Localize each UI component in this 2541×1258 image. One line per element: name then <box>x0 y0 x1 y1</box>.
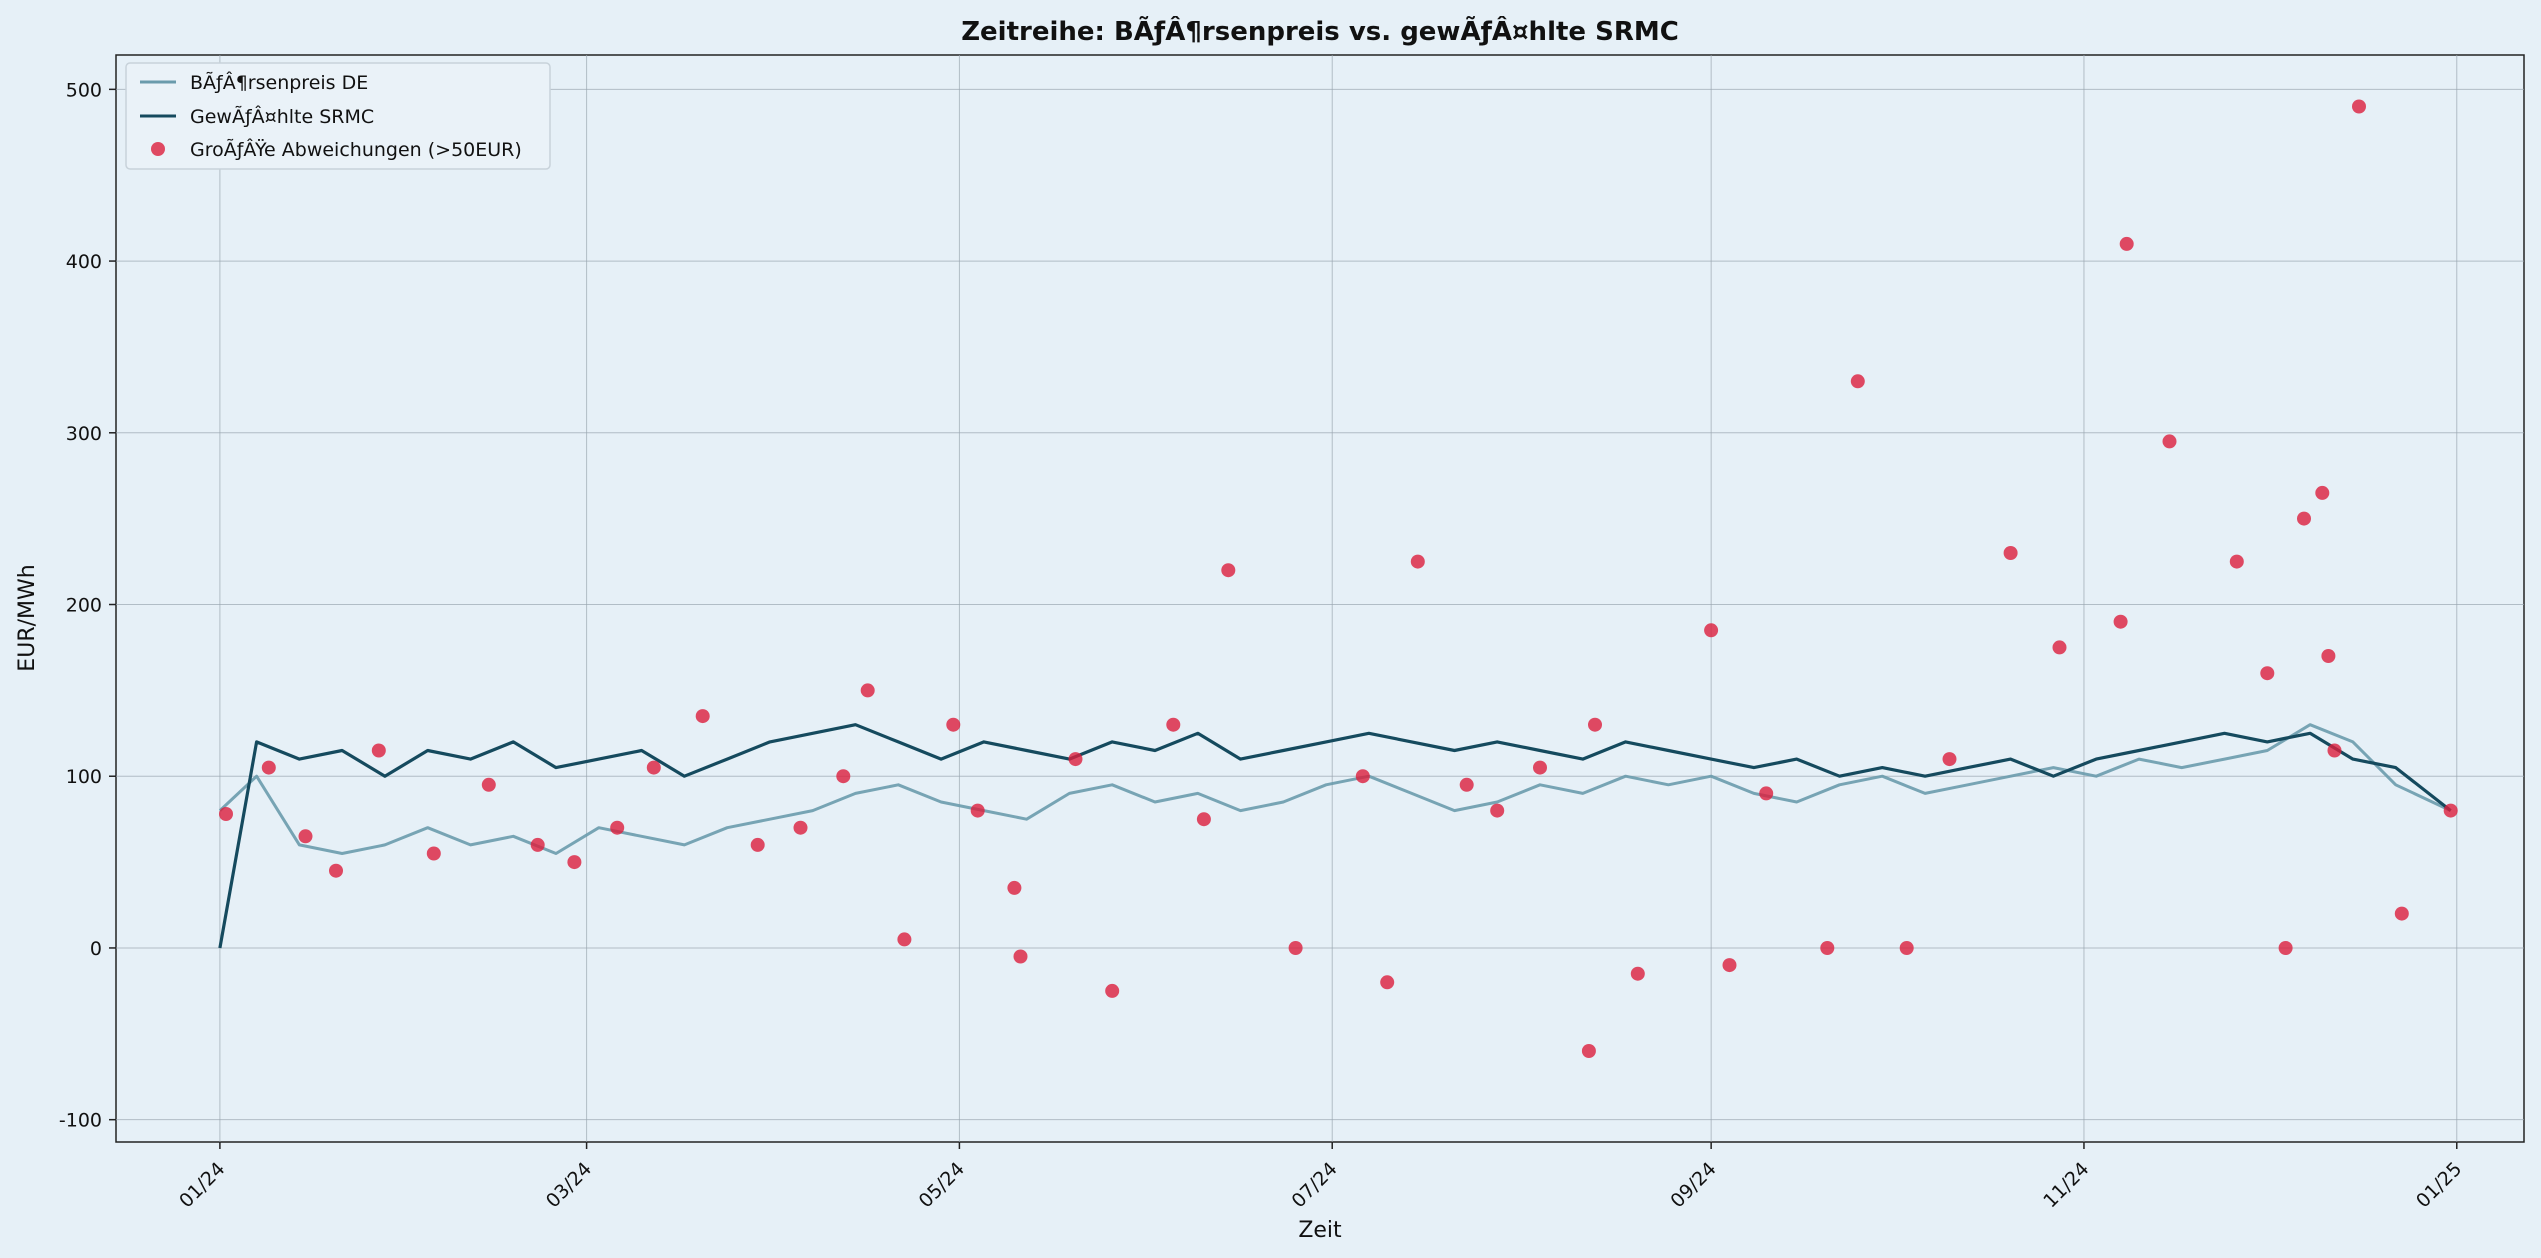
scatter-point <box>695 709 710 724</box>
scatter-point <box>1380 975 1395 990</box>
scatter-point <box>1581 1044 1596 1058</box>
scatter-point <box>946 717 961 732</box>
scatter-point <box>897 932 912 947</box>
scatter-point <box>2229 554 2244 569</box>
scatter-point <box>1704 623 1719 638</box>
scatter-point <box>1355 769 1370 784</box>
plot-area <box>115 54 2525 1143</box>
scatter-point <box>860 683 875 698</box>
x-axis-label: Zeit <box>1298 1218 1342 1243</box>
scatter-point <box>2003 546 2018 560</box>
y-tick-label: -100 <box>59 1110 102 1132</box>
chart-title: Zeitreihe: BÃƒÂ¶rsenpreis vs. gewÃƒÂ¤hlt… <box>961 15 1679 47</box>
grid <box>116 55 2524 1142</box>
scatter-point <box>261 760 276 775</box>
scatter-point <box>1013 949 1028 964</box>
scatter-point <box>1722 958 1737 973</box>
scatter-point <box>1105 983 1120 998</box>
scatter-point <box>2119 236 2134 251</box>
y-tick-label: 100 <box>66 766 102 788</box>
scatter-point <box>1221 563 1236 578</box>
legend-label-srmc: GewÃƒÂ¤hlte SRMC <box>190 105 374 128</box>
scatter-point <box>1850 374 1865 389</box>
scatter-point <box>2113 614 2128 629</box>
scatter-point <box>2278 941 2293 955</box>
scatter-point <box>750 837 765 852</box>
scatter-point <box>1288 941 1303 955</box>
scatter-point <box>219 807 233 821</box>
scatter-point <box>2394 906 2409 921</box>
scatter-point <box>2321 649 2336 663</box>
scatter-point <box>567 855 582 870</box>
scatter-point <box>1007 880 1022 895</box>
scatter-point <box>1166 717 1181 732</box>
y-tick-label: 400 <box>66 251 102 273</box>
scatter-point <box>2315 485 2330 500</box>
scatter-point <box>1942 752 1957 767</box>
scatter-point <box>2162 434 2177 449</box>
scatter-point <box>2443 803 2458 818</box>
scatter-point <box>329 863 343 878</box>
legend: BÃƒÂ¶rsenpreis DE GewÃƒÂ¤hlte SRMC GroÃƒ… <box>125 62 551 170</box>
y-axis-label: EUR/MWh <box>15 564 40 671</box>
scatter-point <box>610 820 625 835</box>
scatter-point <box>426 846 441 861</box>
scatter-point <box>1588 717 1602 732</box>
scatter-point <box>1196 812 1211 827</box>
scatter-point <box>1759 786 1774 801</box>
scatter-point <box>1899 941 1914 955</box>
legend-box <box>125 62 551 170</box>
series-lines <box>218 723 2452 949</box>
scatter-point <box>298 829 313 844</box>
y-tick-label: 200 <box>66 595 102 617</box>
scatter-point <box>2260 666 2275 681</box>
scatter-point <box>793 820 808 835</box>
y-tick-label: 0 <box>90 938 102 960</box>
scatter-point <box>970 803 985 818</box>
scatter-points <box>219 99 2458 1058</box>
y-tick-label: 500 <box>66 79 102 101</box>
y-axis-ticks: -100 0 100 200 300 400 500 <box>59 79 116 1132</box>
scatter-point <box>1490 803 1505 818</box>
legend-label-boersenpreis: BÃƒÂ¶rsenpreis DE <box>190 71 368 94</box>
y-tick-label: 300 <box>66 423 102 445</box>
scatter-point <box>1068 752 1083 767</box>
scatter-point <box>481 777 496 792</box>
scatter-point <box>1533 760 1547 775</box>
scatter-point <box>1820 941 1835 955</box>
scatter-point <box>371 743 386 758</box>
scatter-point <box>1459 777 1474 792</box>
legend-swatch-abweichungen <box>151 142 165 156</box>
series-line-1 <box>218 723 2452 949</box>
scatter-point <box>1410 554 1425 569</box>
scatter-point <box>1630 966 1645 981</box>
scatter-point <box>2352 99 2366 114</box>
scatter-point <box>530 837 545 852</box>
scatter-point <box>2327 743 2342 758</box>
scatter-point <box>2052 640 2067 655</box>
legend-label-abweichungen: GroÃƒÂŸe Abweichungen (>50EUR) <box>190 138 522 161</box>
scatter-point <box>836 769 851 784</box>
scatter-point <box>2297 511 2311 526</box>
scatter-point <box>646 760 661 775</box>
